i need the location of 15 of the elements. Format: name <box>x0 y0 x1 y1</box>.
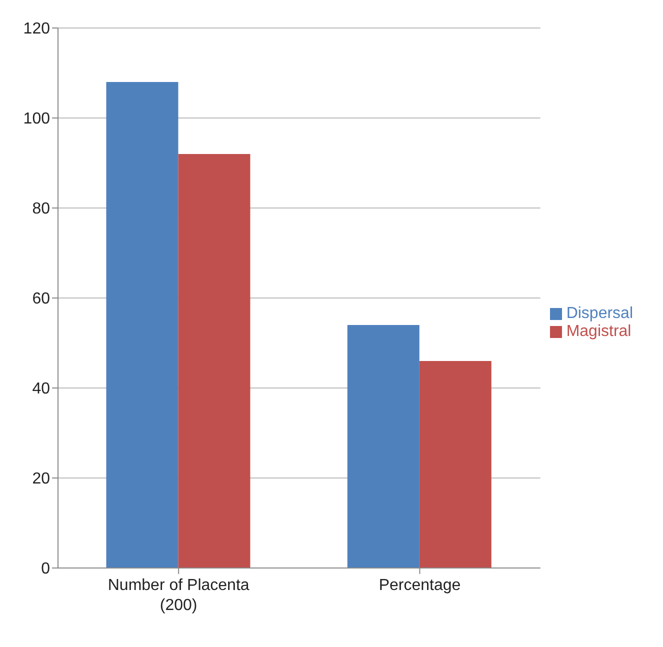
y-tick-label: 20 <box>32 470 50 488</box>
bar <box>106 82 178 568</box>
x-tick-label: Percentage <box>378 577 461 594</box>
y-tick-label: 40 <box>32 380 50 398</box>
x-tick-label: Number of Placenta (200) <box>108 577 250 614</box>
y-tick-label: 60 <box>32 290 50 308</box>
bar <box>419 361 492 568</box>
y-tick-label: 80 <box>32 200 50 218</box>
y-tick-label: 120 <box>23 20 50 38</box>
bar <box>347 325 420 568</box>
bar <box>178 154 250 568</box>
y-tick-label: 100 <box>23 110 50 128</box>
legend-label: Magistral <box>566 323 632 340</box>
legend-label: Dispersal <box>566 305 633 322</box>
y-tick-label: 0 <box>41 560 50 578</box>
